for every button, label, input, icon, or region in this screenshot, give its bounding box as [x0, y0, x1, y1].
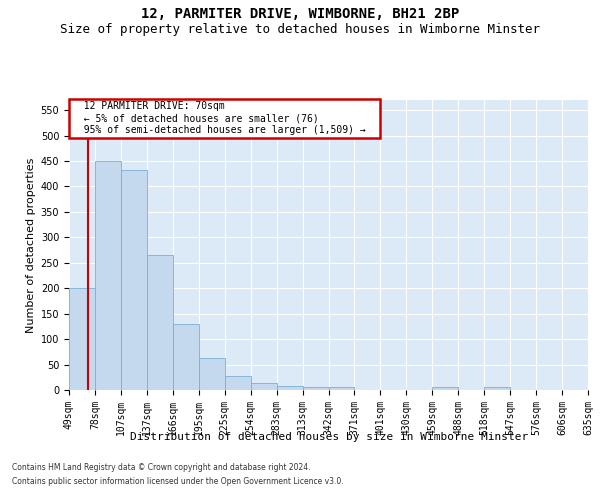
Text: Contains HM Land Registry data © Crown copyright and database right 2024.: Contains HM Land Registry data © Crown c…	[12, 464, 311, 472]
Bar	[329, 387, 355, 390]
Bar	[433, 388, 458, 390]
Bar	[199, 358, 224, 390]
Bar	[173, 324, 199, 390]
Y-axis label: Number of detached properties: Number of detached properties	[26, 158, 37, 332]
Bar	[251, 383, 277, 390]
Bar	[95, 161, 121, 390]
Text: Distribution of detached houses by size in Wimborne Minster: Distribution of detached houses by size …	[130, 432, 528, 442]
Bar	[69, 288, 95, 390]
Bar	[225, 376, 251, 390]
Bar	[484, 388, 510, 390]
Bar	[121, 170, 147, 390]
Bar	[302, 387, 329, 390]
Text: Size of property relative to detached houses in Wimborne Minster: Size of property relative to detached ho…	[60, 22, 540, 36]
Text: 12, PARMITER DRIVE, WIMBORNE, BH21 2BP: 12, PARMITER DRIVE, WIMBORNE, BH21 2BP	[141, 8, 459, 22]
Bar	[277, 386, 302, 390]
Text: 12 PARMITER DRIVE: 70sqm  
  ← 5% of detached houses are smaller (76)  
  95% of: 12 PARMITER DRIVE: 70sqm ← 5% of detache…	[71, 102, 377, 134]
Bar	[147, 255, 173, 390]
Text: Contains public sector information licensed under the Open Government Licence v3: Contains public sector information licen…	[12, 477, 344, 486]
